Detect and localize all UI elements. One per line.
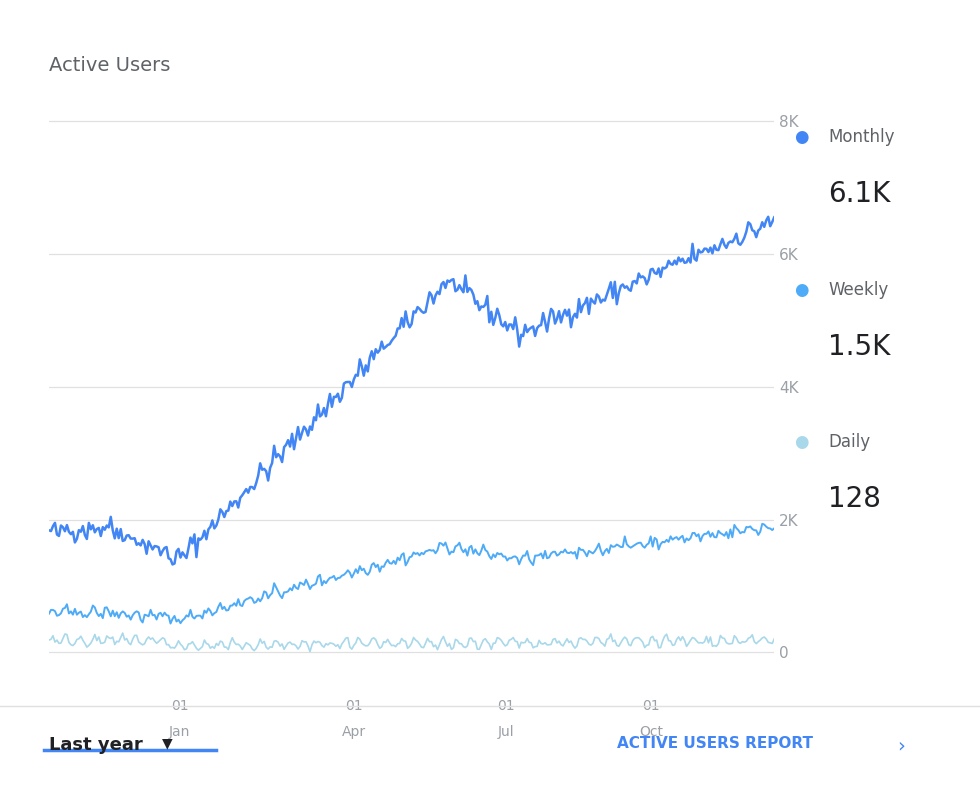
Text: 6.1K: 6.1K <box>828 180 891 209</box>
Text: Weekly: Weekly <box>828 281 888 298</box>
Text: Daily: Daily <box>828 433 870 451</box>
Text: Oct: Oct <box>639 725 662 739</box>
Text: Jul: Jul <box>498 725 514 739</box>
Text: ●: ● <box>794 433 808 451</box>
Text: 128: 128 <box>828 485 881 513</box>
Text: Apr: Apr <box>341 725 366 739</box>
Text: Active Users: Active Users <box>49 56 171 75</box>
Text: 01: 01 <box>345 699 363 713</box>
Text: ▼: ▼ <box>162 736 172 750</box>
Text: ›: › <box>897 736 905 755</box>
Text: 01: 01 <box>642 699 660 713</box>
Text: 1.5K: 1.5K <box>828 333 891 361</box>
Text: Jan: Jan <box>169 725 190 739</box>
Text: ●: ● <box>794 281 808 298</box>
Text: ●: ● <box>794 128 808 146</box>
Text: Monthly: Monthly <box>828 128 895 146</box>
Text: 01: 01 <box>497 699 514 713</box>
Text: Last year: Last year <box>49 736 143 754</box>
Text: ACTIVE USERS REPORT: ACTIVE USERS REPORT <box>617 736 813 751</box>
Text: 01: 01 <box>171 699 188 713</box>
